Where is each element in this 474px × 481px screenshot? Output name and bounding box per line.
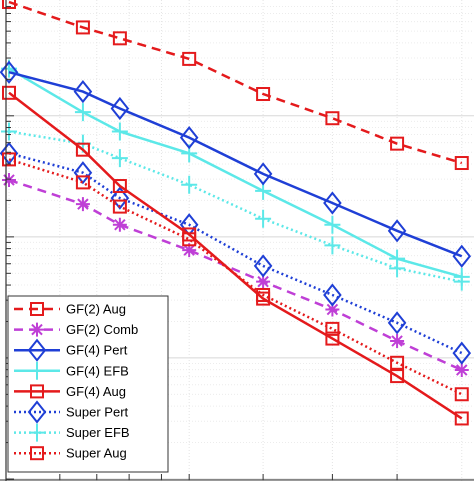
data-point-super-pert [452, 341, 472, 365]
data-point-super-aug [325, 321, 340, 336]
data-point-super-efb [453, 272, 470, 291]
data-point-gf-4-pert [253, 162, 273, 186]
series-gf-2-comb [2, 172, 469, 378]
data-point-gf-4-aug [454, 411, 469, 426]
data-point-gf-4-pert [179, 125, 199, 150]
data-point-super-pert [110, 186, 130, 210]
series-gf-4-pert [0, 60, 472, 268]
series-line-gf-2-comb [8, 178, 463, 372]
data-point-super-aug [454, 387, 469, 402]
legend-entry-gf-4-efb: GF(4) EFB [14, 361, 129, 380]
legend-marker-gf-2-comb [30, 322, 44, 337]
data-point-gf-4-pert [452, 244, 472, 268]
data-point-gf-4-pert [0, 60, 19, 84]
data-point-gf-4-efb [111, 122, 128, 141]
data-point-super-pert [323, 283, 342, 307]
data-point-gf-4-aug [112, 179, 127, 194]
data-point-super-aug [390, 355, 405, 370]
data-point-super-efb [1, 122, 17, 141]
legend-marker-super-pert [27, 400, 47, 424]
legend: GF(2) Aug GF(2) Comb GF(4) Pert GF(4) EFB GF… [7, 295, 169, 473]
legend-entry-gf-2-aug: GF(2) Aug [14, 302, 126, 317]
series-gf-4-efb [1, 59, 470, 286]
data-point-gf-2-comb [112, 217, 127, 232]
legend-label: Super EFB [66, 425, 130, 440]
legend-entry-gf-4-aug: GF(4) Aug [14, 384, 126, 399]
legend-marker-gf-2-aug [30, 302, 44, 316]
data-point-gf-4-pert [110, 96, 130, 121]
series-gf-2-aug [2, 0, 469, 171]
data-point-gf-2-comb [182, 243, 197, 258]
data-point-gf-2-aug [454, 156, 469, 171]
data-point-super-efb [255, 209, 272, 228]
legend-entry-super-aug: Super Aug [14, 446, 127, 461]
data-point-gf-2-aug [325, 111, 340, 126]
series-line-gf-4-efb [8, 67, 463, 279]
data-point-gf-4-aug [2, 85, 16, 100]
data-point-gf-2-comb [2, 172, 16, 187]
legend-entry-gf-4-pert: GF(4) Pert [14, 338, 128, 362]
data-point-gf-4-efb [74, 103, 91, 122]
data-point-gf-2-comb [256, 274, 271, 289]
data-point-gf-4-efb [324, 215, 341, 234]
data-point-gf-2-comb [454, 363, 469, 378]
data-point-gf-4-pert [323, 191, 342, 215]
data-point-super-pert [253, 254, 273, 278]
data-point-gf-4-aug [390, 369, 405, 384]
data-point-super-efb [324, 236, 341, 255]
data-point-gf-4-aug [325, 331, 340, 346]
data-point-gf-2-comb [325, 302, 340, 317]
legend-entry-super-pert: Super Pert [14, 400, 129, 424]
legend-label: GF(4) Aug [66, 384, 126, 399]
data-point-gf-2-aug [182, 51, 197, 66]
data-point-gf-2-aug [112, 31, 127, 46]
data-point-super-efb [181, 175, 198, 194]
legend-marker-gf-4-aug [30, 384, 44, 399]
data-point-gf-4-pert [387, 219, 407, 243]
series-line-gf-2-aug [8, 0, 463, 165]
legend-box [7, 295, 169, 473]
data-point-gf-2-aug [2, 0, 16, 9]
legend-marker-gf-4-pert [27, 338, 47, 362]
data-point-gf-4-aug [256, 291, 271, 306]
data-point-gf-2-aug [256, 87, 271, 102]
data-point-super-aug [75, 175, 90, 190]
data-point-gf-4-pert [73, 79, 93, 104]
legend-entry-gf-2-comb: GF(2) Comb [14, 322, 138, 337]
data-point-super-pert [387, 311, 407, 335]
legend-marker-super-aug [30, 446, 44, 461]
data-point-super-pert [0, 141, 19, 165]
data-point-gf-2-aug [75, 20, 90, 35]
series-super-efb [1, 122, 470, 291]
legend-label: Super Aug [66, 446, 127, 461]
data-point-gf-2-aug [390, 136, 405, 151]
series-gf-4-aug [2, 85, 469, 426]
data-point-gf-2-comb [390, 333, 405, 348]
legend-entry-super-efb: Super EFB [14, 423, 130, 442]
legend-marker-super-efb [29, 423, 45, 442]
series-super-pert [0, 141, 472, 365]
data-point-gf-4-aug [182, 227, 197, 242]
data-point-super-aug [2, 152, 16, 167]
series-group [0, 0, 472, 426]
legend-label: GF(4) EFB [66, 363, 129, 378]
data-point-gf-2-comb [75, 197, 90, 212]
data-point-super-efb [389, 259, 406, 278]
data-point-super-pert [73, 161, 93, 185]
data-point-super-efb [111, 149, 128, 168]
legend-label: Super Pert [66, 405, 129, 420]
data-point-super-aug [112, 199, 127, 214]
legend-marker-gf-4-efb [29, 361, 45, 380]
legend-label: GF(2) Comb [66, 322, 138, 337]
legend-label: GF(4) Pert [66, 343, 128, 358]
legend-label: GF(2) Aug [66, 302, 126, 317]
data-point-gf-4-aug [75, 142, 90, 157]
